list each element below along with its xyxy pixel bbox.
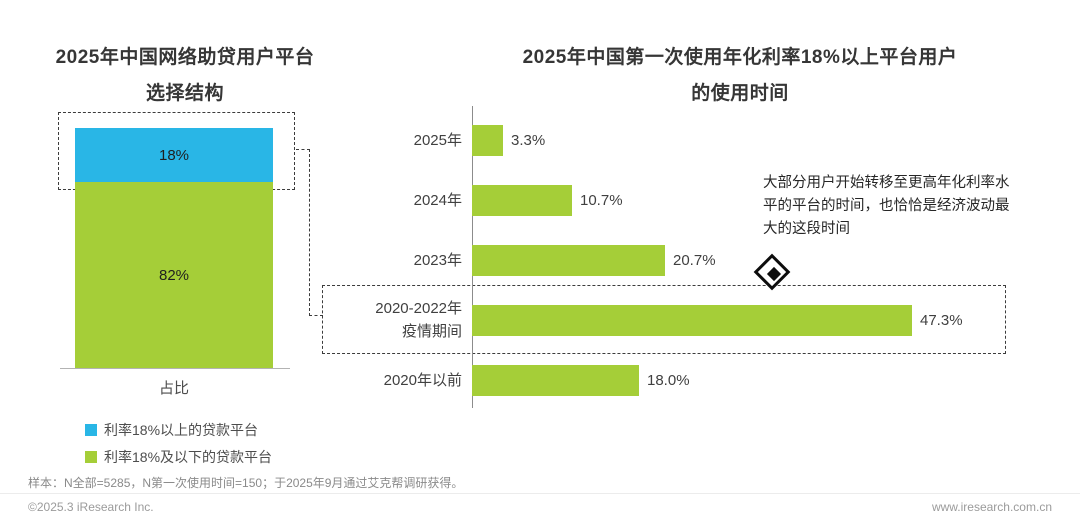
dashed-connector-segment: [309, 315, 323, 316]
bar: [472, 364, 639, 396]
category-label: 2020年以前: [383, 371, 462, 389]
right-chart-title-line1: 2025年中国第一次使用年化利率18%以上平台用户: [522, 47, 958, 68]
annotation-text: 大部分用户开始转移至更高年化利率水平的平台的时间，也恰恰是经济波动最大的这段时间: [763, 175, 1010, 237]
copyright-text: ©2025.3 iResearch Inc.: [28, 500, 154, 514]
dashed-connector-segment: [296, 149, 310, 150]
legend-swatch-blue: [85, 423, 97, 436]
bar-row: 2024年 10.7%: [330, 170, 1030, 230]
footer-divider: [0, 493, 1080, 494]
bar-row: 2023年 20.7%: [330, 230, 1030, 290]
left-chart-category-label: 占比: [158, 380, 189, 397]
right-chart-title-line2: 的使用时间: [691, 83, 789, 104]
left-chart-title-line1: 2025年中国网络助贷用户平台: [55, 47, 315, 68]
bar: [472, 244, 665, 276]
legend: 利率18%以上的贷款平台 利率18%及以下的贷款平台: [85, 416, 272, 470]
legend-item: 利率18%及以下的贷款平台: [85, 443, 272, 470]
category-label: 2020-2022年 疫情期间: [375, 300, 462, 340]
value-label: 18.0%: [647, 371, 690, 389]
value-label: 3.3%: [511, 131, 546, 149]
value-label: 47.3%: [920, 311, 963, 329]
sample-note: 样本：N全部=5285，N第一次使用时间=150；于2025年9月通过艾克帮调研…: [28, 476, 464, 490]
horizontal-bar-rows: 2025年 3.3% 2024年 10.7% 2023年 20.7% 2020-2022年 …: [330, 110, 1030, 410]
segment-value-label: 82%: [158, 266, 190, 284]
left-chart-title: 2025年中国网络助贷用户平台 选择结构: [20, 40, 350, 112]
highlight-box-2020-2022-row: [322, 285, 1006, 354]
legend-label: 利率18%及以下的贷款平台: [104, 448, 273, 465]
legend-label: 利率18%以上的贷款平台: [104, 421, 259, 438]
bar-segment-rate-above-18pct: 18%: [75, 128, 273, 183]
value-label: 10.7%: [580, 191, 623, 209]
right-chart-title: 2025年中国第一次使用年化利率18%以上平台用户 的使用时间: [415, 40, 1065, 112]
segment-value-label: 18%: [158, 146, 190, 164]
bar: [472, 304, 912, 336]
bar-row: 2020-2022年 疫情期间 47.3%: [330, 290, 1030, 350]
legend-item: 利率18%以上的贷款平台: [85, 416, 272, 443]
category-label: 2025年: [413, 131, 462, 149]
value-label: 20.7%: [673, 251, 716, 269]
bar: [472, 184, 572, 216]
left-chart-title-line2: 选择结构: [145, 83, 224, 104]
bar-segment-rate-18pct-and-below: 82%: [75, 182, 273, 368]
stacked-column: 18% 82%: [75, 128, 273, 368]
category-label: 2024年: [413, 191, 462, 209]
website-text: www.iresearch.com.cn: [931, 500, 1052, 514]
legend-swatch-green: [85, 450, 97, 463]
bar-row: 2020年以前 18.0%: [330, 350, 1030, 410]
left-chart-x-axis: [60, 368, 290, 369]
dashed-connector-segment: [309, 149, 310, 316]
category-label: 2023年: [413, 251, 462, 269]
bar: [472, 124, 503, 156]
bar-row: 2025年 3.3%: [330, 110, 1030, 170]
